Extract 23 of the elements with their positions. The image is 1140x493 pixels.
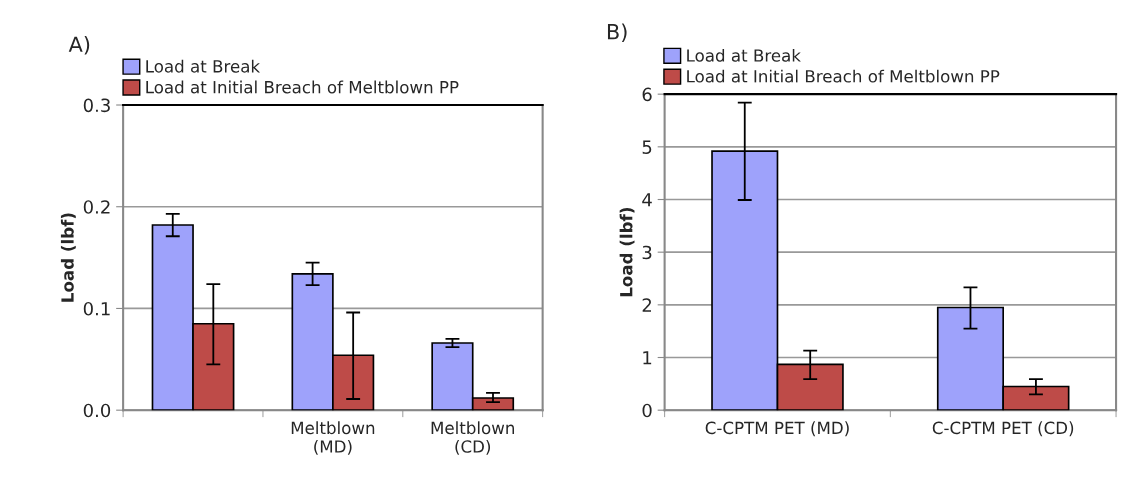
x-tick-label: Meltblown (MD) — [291, 421, 375, 455]
y-axis-title: Load (lbf) — [60, 213, 76, 302]
legend-label: Load at Break — [146, 59, 261, 73]
y-tick-label: 0.1 — [83, 301, 110, 316]
y-tick-label: 2 — [642, 298, 652, 312]
x-tick-label: C-CPTM PET (MD) — [705, 421, 849, 437]
y-tick-label: 6 — [642, 87, 652, 102]
y-tick-label: 1 — [643, 351, 652, 365]
legend-label: Load at Break — [687, 48, 801, 62]
y-tick-label: 4 — [642, 193, 652, 207]
y-tick-label: 5 — [642, 140, 652, 154]
legend-label: Load at Initial Breach of Meltblown PP — [687, 69, 1000, 83]
x-tick-label: C-CPTM PET (CD) — [932, 421, 1074, 437]
y-tick-label: 0.3 — [83, 98, 110, 113]
y-tick-label: 0.0 — [83, 403, 111, 418]
y-axis-title: Load (lbf) — [619, 208, 635, 297]
chart-title: A) — [68, 36, 90, 55]
y-tick-label: 0.2 — [83, 200, 110, 214]
y-tick-label: 3 — [642, 245, 652, 260]
y-tick-label: 0 — [642, 403, 652, 418]
legend-label: Load at Initial Breach of Meltblown PP — [146, 80, 459, 94]
chart-title: B) — [607, 23, 627, 43]
x-tick-label: Meltblown (CD) — [431, 421, 515, 455]
